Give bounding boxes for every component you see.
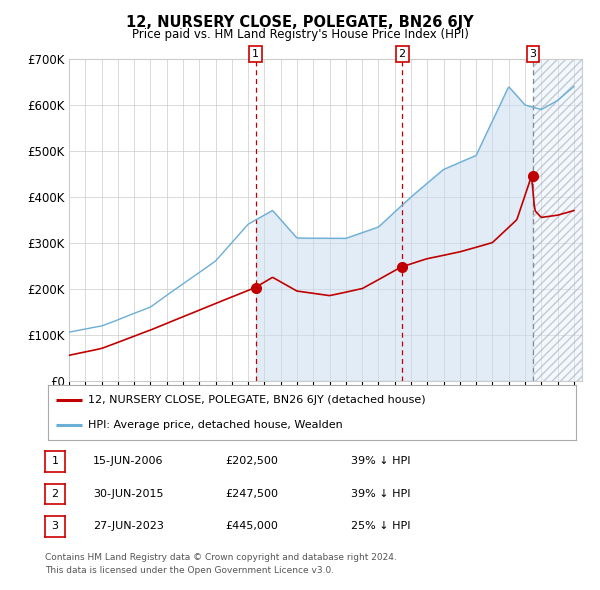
Text: HPI: Average price, detached house, Wealden: HPI: Average price, detached house, Weal… [88,420,343,430]
Text: 39% ↓ HPI: 39% ↓ HPI [351,457,410,466]
Text: 15-JUN-2006: 15-JUN-2006 [93,457,163,466]
Text: 27-JUN-2023: 27-JUN-2023 [93,522,164,531]
Text: 2: 2 [52,489,58,499]
Text: £202,500: £202,500 [225,457,278,466]
Text: 12, NURSERY CLOSE, POLEGATE, BN26 6JY (detached house): 12, NURSERY CLOSE, POLEGATE, BN26 6JY (d… [88,395,425,405]
Text: 1: 1 [252,49,259,59]
Text: 30-JUN-2015: 30-JUN-2015 [93,489,163,499]
Bar [533,59,582,381]
Text: 1: 1 [52,457,58,466]
Text: 25% ↓ HPI: 25% ↓ HPI [351,522,410,531]
Text: £445,000: £445,000 [225,522,278,531]
Text: £247,500: £247,500 [225,489,278,499]
Text: 3: 3 [529,49,536,59]
Text: 3: 3 [52,522,58,531]
Text: Price paid vs. HM Land Registry's House Price Index (HPI): Price paid vs. HM Land Registry's House … [131,28,469,41]
Text: 12, NURSERY CLOSE, POLEGATE, BN26 6JY: 12, NURSERY CLOSE, POLEGATE, BN26 6JY [126,15,474,30]
Text: Contains HM Land Registry data © Crown copyright and database right 2024.
This d: Contains HM Land Registry data © Crown c… [45,553,397,575]
Bar [533,59,582,381]
Text: 39% ↓ HPI: 39% ↓ HPI [351,489,410,499]
Text: 2: 2 [398,49,406,59]
